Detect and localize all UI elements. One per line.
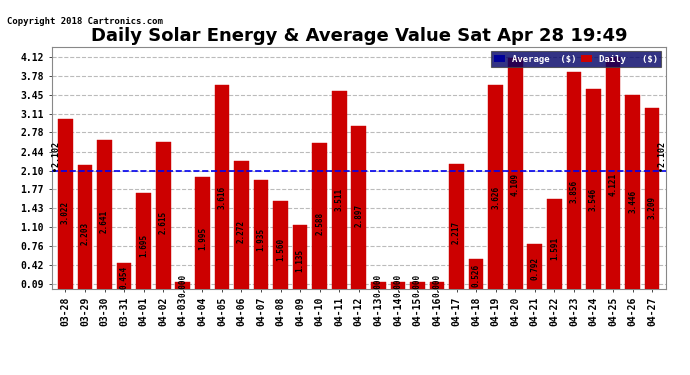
Bar (175, 282, 190, 289)
Text: 2.615: 2.615 (159, 211, 168, 234)
Bar (97, 140, 112, 289)
Text: •2.102: •2.102 (658, 141, 667, 171)
Bar (625, 95, 640, 289)
Text: 2.641: 2.641 (100, 210, 109, 234)
Text: 0.792: 0.792 (531, 257, 540, 280)
Text: •2.102: •2.102 (51, 141, 60, 171)
Text: 0.526: 0.526 (472, 264, 481, 287)
Text: 1.135: 1.135 (295, 249, 304, 272)
Text: 0.000: 0.000 (393, 274, 402, 297)
Bar (527, 244, 542, 289)
Text: 4.121: 4.121 (609, 173, 618, 196)
Bar (273, 201, 288, 289)
Bar (547, 199, 562, 289)
Bar (117, 263, 132, 289)
Bar (410, 282, 425, 289)
Bar (234, 161, 249, 289)
Bar (430, 282, 444, 289)
Text: 2.203: 2.203 (81, 221, 90, 245)
Bar (313, 143, 327, 289)
Bar (645, 108, 660, 289)
Bar (58, 119, 72, 289)
Text: 1.560: 1.560 (276, 238, 285, 261)
Bar (137, 194, 151, 289)
Bar (489, 85, 503, 289)
Text: 2.588: 2.588 (315, 211, 324, 235)
Bar (391, 282, 405, 289)
Text: Copyright 2018 Cartronics.com: Copyright 2018 Cartronics.com (7, 17, 163, 26)
Text: 0.000: 0.000 (178, 274, 187, 297)
Text: 3.546: 3.546 (589, 188, 598, 210)
Text: 0.454: 0.454 (119, 266, 128, 289)
Text: 0.000: 0.000 (374, 274, 383, 297)
Bar (254, 180, 268, 289)
Text: 3.446: 3.446 (628, 190, 637, 213)
Text: 0.000: 0.000 (413, 274, 422, 297)
Bar (566, 72, 581, 289)
Bar (156, 142, 170, 289)
Text: 1.695: 1.695 (139, 234, 148, 257)
Title: Daily Solar Energy & Average Value Sat Apr 28 19:49: Daily Solar Energy & Average Value Sat A… (90, 27, 627, 45)
Text: 3.022: 3.022 (61, 201, 70, 224)
Text: 2.217: 2.217 (452, 221, 461, 244)
Bar (332, 91, 346, 289)
Bar (195, 177, 210, 289)
Text: 3.209: 3.209 (648, 196, 657, 219)
Bar (293, 225, 308, 289)
Legend: Average  ($), Daily   ($): Average ($), Daily ($) (491, 51, 661, 67)
Text: 1.591: 1.591 (550, 237, 559, 260)
Bar (78, 165, 92, 289)
Text: 3.616: 3.616 (217, 186, 226, 209)
Text: 4.109: 4.109 (511, 173, 520, 196)
Text: 1.935: 1.935 (257, 228, 266, 251)
Bar (351, 126, 366, 289)
Bar (371, 282, 386, 289)
Text: 2.897: 2.897 (354, 204, 364, 227)
Text: 2.272: 2.272 (237, 220, 246, 243)
Bar (586, 89, 601, 289)
Bar (606, 57, 620, 289)
Bar (449, 164, 464, 289)
Text: 3.511: 3.511 (335, 188, 344, 211)
Bar (469, 259, 484, 289)
Bar (215, 86, 229, 289)
Text: 1.995: 1.995 (198, 227, 207, 250)
Text: 0.000: 0.000 (433, 274, 442, 297)
Text: 3.856: 3.856 (569, 180, 578, 203)
Text: 3.626: 3.626 (491, 185, 500, 209)
Bar (508, 58, 522, 289)
